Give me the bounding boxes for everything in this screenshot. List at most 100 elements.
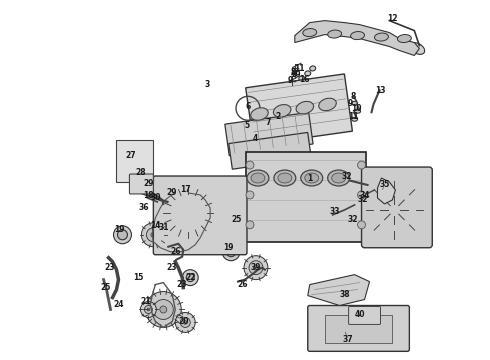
Ellipse shape [397, 35, 411, 42]
Text: 22: 22 [185, 273, 196, 282]
Circle shape [147, 228, 160, 242]
Ellipse shape [152, 222, 164, 234]
Circle shape [175, 312, 195, 332]
Ellipse shape [186, 274, 194, 282]
Ellipse shape [155, 225, 161, 231]
Circle shape [145, 306, 152, 314]
Ellipse shape [328, 30, 342, 38]
Text: 16: 16 [299, 75, 310, 84]
Text: 24: 24 [113, 300, 124, 309]
Circle shape [176, 201, 200, 225]
FancyBboxPatch shape [153, 176, 247, 255]
Ellipse shape [310, 66, 316, 71]
Circle shape [246, 161, 254, 169]
Ellipse shape [274, 170, 296, 186]
Text: 19: 19 [223, 243, 233, 252]
Text: 32: 32 [342, 171, 352, 180]
Text: 35: 35 [379, 180, 390, 189]
Ellipse shape [303, 28, 317, 37]
Text: 27: 27 [125, 150, 136, 159]
Text: 20: 20 [178, 317, 189, 326]
Ellipse shape [410, 42, 425, 54]
Circle shape [184, 209, 193, 217]
Text: 4: 4 [252, 134, 258, 143]
Ellipse shape [278, 173, 292, 183]
Text: 10: 10 [351, 104, 362, 113]
Circle shape [153, 300, 173, 319]
Ellipse shape [182, 270, 198, 285]
Circle shape [147, 308, 150, 311]
Ellipse shape [114, 226, 131, 244]
Circle shape [380, 196, 408, 224]
Circle shape [151, 232, 156, 237]
Text: 23: 23 [166, 263, 176, 272]
Text: 23: 23 [104, 263, 115, 272]
Text: 8: 8 [290, 68, 295, 77]
Ellipse shape [305, 173, 318, 183]
Text: 29: 29 [143, 180, 154, 189]
Text: 34: 34 [359, 192, 370, 201]
Text: 26: 26 [170, 247, 180, 256]
FancyBboxPatch shape [116, 140, 153, 182]
Text: 26: 26 [238, 280, 248, 289]
Circle shape [146, 292, 181, 328]
Text: 29: 29 [166, 188, 176, 197]
Ellipse shape [251, 173, 265, 183]
Circle shape [369, 185, 419, 235]
Circle shape [166, 191, 210, 235]
Text: 12: 12 [387, 14, 398, 23]
Circle shape [358, 221, 366, 229]
Text: 33: 33 [329, 207, 340, 216]
Polygon shape [295, 21, 419, 55]
Circle shape [246, 191, 254, 199]
Ellipse shape [222, 243, 240, 261]
Text: 37: 37 [343, 335, 353, 344]
Circle shape [244, 256, 268, 280]
Ellipse shape [332, 173, 345, 183]
Ellipse shape [273, 105, 291, 117]
Text: 25: 25 [100, 283, 111, 292]
Circle shape [253, 265, 258, 270]
Ellipse shape [160, 227, 171, 237]
Text: 36: 36 [138, 203, 148, 212]
Text: 15: 15 [133, 273, 144, 282]
Circle shape [358, 191, 366, 199]
Text: 14: 14 [150, 221, 161, 230]
Ellipse shape [305, 71, 311, 76]
Text: 38: 38 [339, 290, 350, 299]
Text: 18: 18 [143, 192, 154, 201]
Text: 17: 17 [180, 185, 191, 194]
FancyBboxPatch shape [225, 112, 313, 156]
Circle shape [358, 161, 366, 169]
Ellipse shape [374, 33, 389, 41]
Circle shape [390, 205, 399, 215]
Text: 11: 11 [294, 64, 305, 73]
Circle shape [141, 302, 156, 318]
Text: 40: 40 [354, 310, 365, 319]
Text: 32: 32 [347, 215, 358, 224]
Ellipse shape [226, 247, 236, 257]
Ellipse shape [251, 108, 268, 120]
FancyBboxPatch shape [325, 315, 392, 343]
Ellipse shape [351, 32, 365, 40]
FancyBboxPatch shape [129, 174, 153, 194]
Ellipse shape [118, 230, 127, 240]
Ellipse shape [355, 109, 361, 113]
Circle shape [246, 221, 254, 229]
FancyBboxPatch shape [348, 306, 380, 324]
Ellipse shape [299, 76, 305, 81]
Text: 32: 32 [357, 195, 368, 204]
Ellipse shape [352, 117, 358, 121]
FancyBboxPatch shape [308, 306, 409, 351]
Text: 6: 6 [245, 102, 250, 111]
Ellipse shape [156, 199, 168, 207]
Text: 31: 31 [158, 223, 169, 232]
Polygon shape [308, 275, 369, 306]
Circle shape [180, 318, 190, 328]
Text: 11: 11 [348, 112, 359, 121]
FancyBboxPatch shape [229, 132, 311, 169]
Text: 25: 25 [232, 215, 242, 224]
Text: 28: 28 [135, 167, 146, 176]
Text: 5: 5 [245, 121, 249, 130]
Text: 30: 30 [150, 193, 161, 202]
